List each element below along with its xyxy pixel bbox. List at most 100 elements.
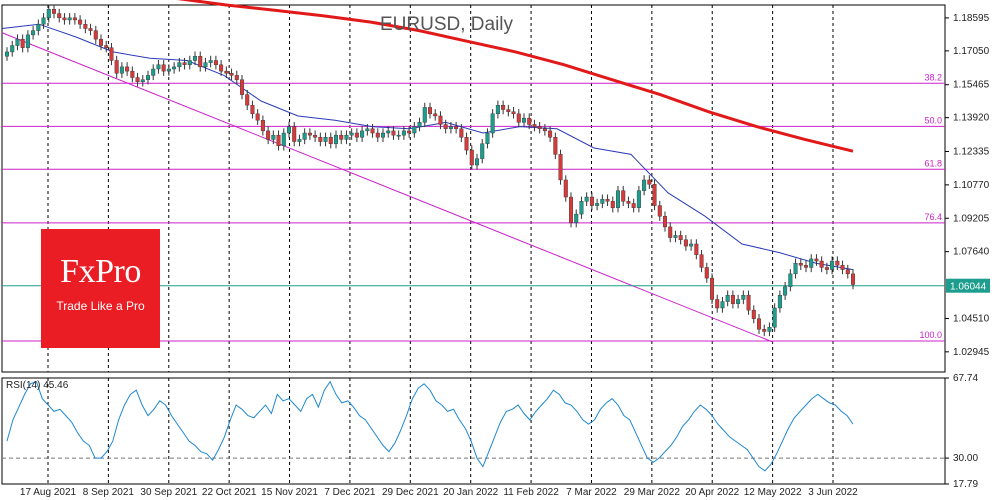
candle-body bbox=[83, 24, 88, 29]
x-tick-label: 11 Feb 2022 bbox=[503, 487, 559, 498]
candle-body bbox=[401, 130, 406, 136]
candle-body bbox=[219, 64, 224, 72]
candle-body bbox=[569, 196, 574, 223]
candle-body bbox=[678, 235, 683, 240]
price-panel-frame bbox=[1, 4, 946, 373]
y-tick-label: 1.17050 bbox=[953, 46, 990, 57]
candle-body bbox=[475, 158, 480, 166]
candle-body bbox=[391, 130, 396, 136]
candle-body bbox=[830, 260, 835, 270]
candle-body bbox=[636, 190, 641, 208]
candles-group bbox=[4, 4, 856, 337]
chart-title: EURUSD, Daily bbox=[380, 14, 514, 35]
rsi-panel-frame bbox=[1, 377, 946, 485]
candle-body bbox=[464, 137, 469, 151]
logo-name: FxPro bbox=[60, 253, 141, 290]
candle-body bbox=[433, 113, 438, 117]
candle-body bbox=[647, 179, 652, 185]
x-tick-label: 7 Dec 2021 bbox=[324, 487, 376, 498]
candle-body bbox=[824, 267, 829, 270]
candle-body bbox=[490, 113, 495, 134]
y-tick-label: 1.18595 bbox=[953, 13, 990, 24]
candle-body bbox=[804, 265, 809, 268]
candle-body bbox=[652, 184, 657, 206]
candle-body bbox=[172, 66, 177, 70]
candle-body bbox=[276, 134, 281, 147]
candle-body bbox=[187, 60, 192, 65]
candle-body bbox=[119, 66, 124, 74]
logo-tagline: Trade Like a Pro bbox=[56, 299, 145, 313]
candle-body bbox=[145, 75, 150, 80]
candle-body bbox=[192, 56, 197, 61]
candle-body bbox=[584, 196, 589, 202]
fib-level-label: 76.4 bbox=[924, 212, 942, 222]
trend-line bbox=[1, 32, 774, 343]
candle-body bbox=[548, 130, 553, 138]
candle-body bbox=[287, 126, 292, 134]
candle-body bbox=[689, 243, 694, 247]
rsi-tick-label: 67.74 bbox=[953, 373, 978, 384]
x-tick-label: 8 Sep 2021 bbox=[83, 487, 135, 498]
candle-body bbox=[20, 38, 25, 48]
moving-average-slow bbox=[175, 0, 854, 153]
candle-body bbox=[151, 68, 156, 76]
candle-body bbox=[845, 269, 850, 275]
candle-body bbox=[772, 307, 777, 328]
x-tick-label: 30 Sep 2021 bbox=[140, 487, 197, 498]
candle-body bbox=[725, 294, 730, 302]
candle-body bbox=[715, 299, 720, 309]
candle-body bbox=[428, 107, 433, 115]
candle-body bbox=[365, 128, 370, 132]
x-tick-label: 20 Jan 2022 bbox=[443, 487, 498, 498]
candle-body bbox=[600, 198, 605, 204]
candle-body bbox=[318, 137, 323, 142]
candle-body bbox=[203, 62, 208, 68]
candle-body bbox=[239, 79, 244, 95]
candle-body bbox=[182, 62, 187, 65]
y-tick-label: 1.04510 bbox=[953, 313, 990, 324]
y-tick-label: 1.13920 bbox=[953, 113, 990, 124]
candle-body bbox=[234, 75, 239, 80]
candle-body bbox=[537, 126, 542, 129]
candle-body bbox=[511, 111, 516, 115]
candle-body bbox=[835, 260, 840, 266]
candle-body bbox=[10, 45, 15, 53]
candle-body bbox=[57, 13, 62, 19]
candle-body bbox=[31, 30, 36, 36]
candle-body bbox=[746, 294, 751, 311]
candle-body bbox=[631, 203, 636, 208]
candle-body bbox=[814, 258, 819, 262]
candle-body bbox=[93, 30, 98, 40]
moving-average-fast bbox=[1, 23, 854, 271]
candle-body bbox=[422, 107, 427, 123]
candle-body bbox=[683, 239, 688, 247]
candle-body bbox=[851, 273, 856, 285]
candle-body bbox=[788, 273, 793, 287]
candle-body bbox=[663, 216, 668, 228]
rsi-line bbox=[6, 380, 854, 472]
candle-body bbox=[443, 124, 448, 129]
candle-body bbox=[616, 190, 621, 208]
candle-body bbox=[72, 17, 77, 21]
candle-body bbox=[229, 73, 234, 76]
fxpro-logo: FxPro Trade Like a Pro bbox=[41, 229, 160, 348]
candle-body bbox=[255, 113, 260, 121]
candle-body bbox=[344, 134, 349, 140]
candle-body bbox=[542, 128, 547, 132]
y-tick-label: 1.10770 bbox=[953, 180, 990, 191]
candle-body bbox=[339, 134, 344, 140]
candle-body bbox=[506, 109, 511, 112]
candle-body bbox=[668, 226, 673, 238]
candle-body bbox=[762, 329, 767, 332]
candle-body bbox=[610, 201, 615, 208]
candle-body bbox=[334, 134, 339, 144]
candle-body bbox=[621, 190, 626, 202]
x-tick-label: 7 Mar 2022 bbox=[566, 487, 617, 498]
candle-body bbox=[532, 124, 537, 127]
candle-body bbox=[757, 318, 762, 330]
candle-body bbox=[140, 79, 145, 83]
candle-body bbox=[589, 196, 594, 206]
candle-body bbox=[62, 17, 67, 21]
candle-body bbox=[767, 326, 772, 332]
y-tick-label: 1.07640 bbox=[953, 247, 990, 258]
